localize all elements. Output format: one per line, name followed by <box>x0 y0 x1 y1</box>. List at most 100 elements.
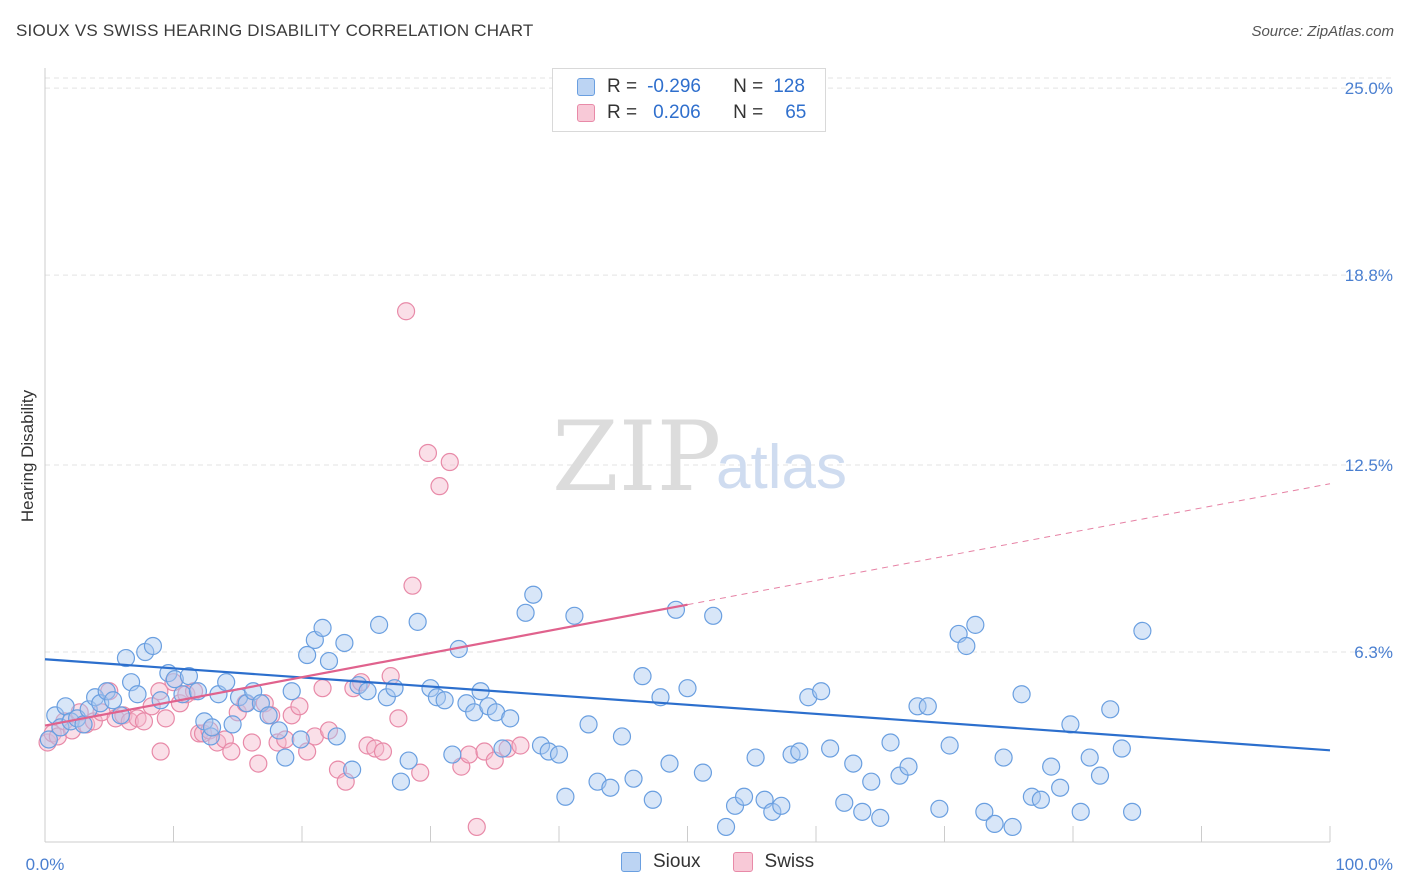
correlation-legend: R = -0.296 N = 128 R = 0.206 N = 65 <box>552 68 826 132</box>
sioux-point <box>772 796 791 815</box>
swiss-point <box>511 736 530 755</box>
sioux-point <box>1051 778 1070 797</box>
sioux-point <box>217 673 236 692</box>
x-tick-label-end: 100.0% <box>1335 855 1393 874</box>
swiss-point <box>430 477 449 496</box>
sioux-point <box>975 802 994 821</box>
swiss-point <box>403 576 422 595</box>
trend-lines <box>44 483 1331 752</box>
legend-row-swiss: R = 0.206 N = 65 <box>577 100 806 126</box>
sioux-point <box>201 727 220 746</box>
sioux-point <box>994 748 1013 767</box>
swiss-point <box>313 679 332 698</box>
sioux-point <box>298 645 317 665</box>
swiss-n-label: N = <box>733 102 764 123</box>
watermark-zip: ZIP <box>552 401 721 513</box>
sioux-point <box>957 636 976 656</box>
swiss-point <box>134 712 154 731</box>
sioux-point <box>579 715 598 734</box>
swiss-point <box>151 742 170 761</box>
sioux-point <box>143 636 163 656</box>
sioux-point <box>693 763 713 782</box>
sioux-point <box>678 679 697 698</box>
sioux-point <box>370 615 389 634</box>
sioux-point <box>871 808 890 827</box>
sioux-point <box>223 715 242 734</box>
sioux-point <box>501 709 520 728</box>
swiss-point <box>276 730 295 749</box>
watermark-atlas: atlas <box>716 433 847 502</box>
swiss-point <box>418 443 438 463</box>
sioux-point <box>1133 621 1152 641</box>
sioux-point <box>966 615 985 634</box>
sioux-point <box>104 691 123 710</box>
sioux-point <box>151 691 170 710</box>
sioux-point <box>985 814 1004 834</box>
sioux-point <box>549 745 569 764</box>
sioux-point <box>269 721 288 740</box>
sioux-point <box>335 633 354 653</box>
sioux-point <box>399 751 418 770</box>
sioux-point <box>862 772 881 791</box>
swiss-point <box>242 733 261 752</box>
sioux-point <box>881 733 900 752</box>
swiss-points <box>38 302 530 837</box>
series-legend: Sioux Swiss <box>621 851 846 873</box>
swiss-swatch <box>577 104 595 122</box>
sioux-n-label: N = <box>733 76 764 97</box>
sioux-point <box>643 790 662 809</box>
sioux-point <box>1071 802 1090 821</box>
sioux-point <box>539 742 558 761</box>
sioux-point <box>704 606 723 625</box>
sioux-point <box>1123 802 1142 821</box>
swiss-n-value: 65 <box>785 102 807 123</box>
sioux-point <box>385 679 404 698</box>
legend-item-sioux[interactable]: Sioux <box>621 851 701 873</box>
sioux-point <box>493 739 512 758</box>
swiss-point <box>38 733 57 752</box>
grid-lines <box>45 77 1395 653</box>
sioux-point <box>746 748 765 767</box>
axes <box>44 68 1331 843</box>
sioux-point <box>821 739 840 758</box>
sioux-point <box>282 682 301 701</box>
sioux-point <box>327 727 346 746</box>
sioux-point <box>734 787 754 806</box>
swiss-point <box>373 742 393 761</box>
sioux-point <box>1012 685 1031 704</box>
sioux-point <box>276 748 295 767</box>
swiss-point <box>475 742 494 761</box>
sioux-point <box>319 651 339 671</box>
sioux-legend-swatch <box>621 852 641 872</box>
swiss-point <box>396 302 416 321</box>
sioux-point <box>516 603 535 622</box>
sioux-point <box>812 682 831 701</box>
sioux-point <box>1003 817 1022 837</box>
sioux-point <box>128 685 147 704</box>
sioux-point <box>443 745 462 764</box>
sioux-point <box>313 618 332 637</box>
sioux-point <box>1101 700 1120 719</box>
swiss-point <box>389 709 408 728</box>
y-tick-label: 25.0% <box>1345 79 1393 98</box>
sioux-point <box>358 682 377 701</box>
swiss-legend-label: Swiss <box>764 851 815 872</box>
sioux-point <box>391 772 411 791</box>
sioux-point <box>930 799 949 818</box>
legend-item-swiss[interactable]: Swiss <box>732 851 815 873</box>
sioux-point <box>908 697 927 716</box>
sioux-point <box>940 736 959 755</box>
sioux-point <box>853 802 872 821</box>
swiss-point <box>164 673 183 692</box>
sioux-point <box>918 697 937 716</box>
sioux-points <box>39 585 1152 837</box>
sioux-point <box>202 718 222 737</box>
sioux-point <box>524 585 543 604</box>
swiss-point <box>156 709 175 728</box>
swiss-point <box>411 763 430 782</box>
x-tick-label-start: 0.0% <box>26 855 65 874</box>
sioux-point <box>1090 766 1110 785</box>
sioux-point <box>612 727 632 746</box>
source-label: Source: ZipAtlas.com <box>1251 23 1394 40</box>
